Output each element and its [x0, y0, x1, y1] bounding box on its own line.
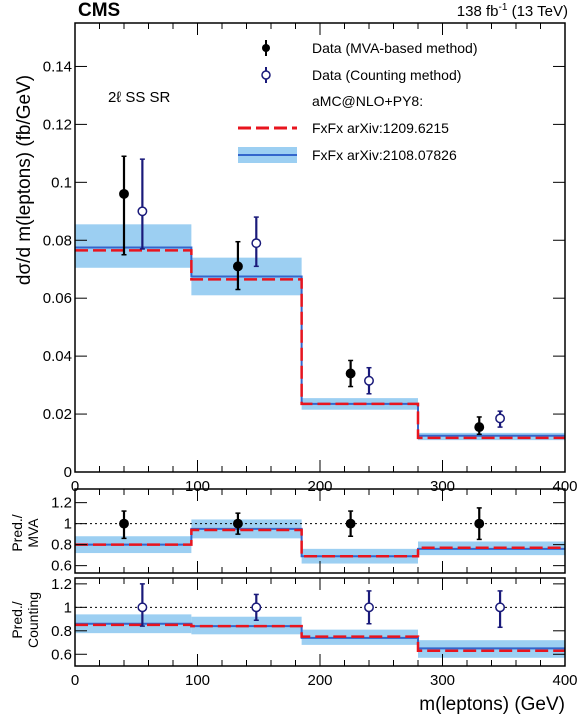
ratio-counting-y-title-line2: Counting — [25, 592, 41, 648]
energy-label: (13 TeV) — [507, 3, 568, 20]
main-mva-point-2 — [345, 368, 356, 379]
ratio-mva-y-tick-label-2: 1 — [64, 516, 72, 533]
main-x-tick-label-3: 300 — [430, 478, 455, 495]
ratio-counting-counting-point-0 — [137, 602, 148, 613]
ratio-counting-counting-point-1 — [251, 602, 262, 613]
ratio-counting-x-tick-label-3: 300 — [430, 672, 455, 689]
x-axis-title: m(leptons) (GeV) — [419, 694, 565, 715]
main-counting-point-1 — [251, 238, 262, 249]
ratio-counting-x-tick-label-1: 100 — [185, 672, 210, 689]
ratio-counting-x-tick-label-0: 0 — [71, 672, 79, 689]
ratio-counting-y-tick-label-0: 0.6 — [51, 646, 72, 663]
main-y-tick-label-1: 0.02 — [43, 406, 72, 423]
main-y-tick-label-0: 0 — [64, 464, 72, 481]
main-x-tick-label-4: 400 — [552, 478, 577, 495]
main-panel: 0 0.02 0.04 0.06 0.08 0.1 0.12 0.14 0 100 200 300 40… — [43, 22, 578, 495]
legend-mva-label: Data (MVA-based method) — [312, 40, 477, 56]
main-mva-point-3 — [474, 422, 485, 433]
main-red-step-line — [75, 249, 565, 440]
ratio-counting-x-tick-label-2: 200 — [307, 672, 332, 689]
main-mva-point-1 — [232, 261, 243, 272]
ratio-counting-x-tick-label-4: 400 — [552, 672, 577, 689]
luminosity-label: 138 fb-1 (13 TeV) — [457, 2, 568, 20]
main-x-tick-label-0: 0 — [71, 478, 79, 495]
main-y-tick-label-2: 0.04 — [43, 348, 72, 365]
ratio-mva-mva-point-1 — [232, 518, 243, 529]
ratio-mva-y-title-line1: Pred./ — [9, 514, 25, 551]
ratio-mva-y-tick-label-0: 0.6 — [51, 558, 72, 575]
ratio-mva-mva-point-0 — [119, 518, 129, 529]
legend-generator-header: aMC@NLO+PY8: — [312, 93, 423, 109]
ratio-counting-y-tick-label-3: 1.2 — [51, 576, 72, 593]
main-counting-point-0 — [137, 206, 148, 217]
ratio-mva-mva-point-3 — [474, 518, 485, 529]
legend-counting-marker — [261, 70, 271, 80]
ratio-panel-mva: 0.6 0.8 1 1.2 — [51, 488, 566, 575]
ratio-counting-y-tick-label-2: 1 — [64, 599, 72, 616]
main-band-bin-0 — [75, 224, 192, 268]
legend-counting-label: Data (Counting method) — [312, 67, 461, 83]
main-y-tick-label-3: 0.06 — [43, 290, 72, 307]
legend-mva-marker — [262, 44, 270, 52]
ratio-counting-counting-point-2 — [364, 602, 374, 613]
main-x-tick-label-1: 100 — [185, 478, 210, 495]
ratio-counting-y-title-line1: Pred./ — [9, 601, 25, 638]
main-counting-point-2 — [364, 375, 374, 386]
legend-red-label: FxFx arXiv:1209.6215 — [312, 120, 449, 136]
ratio-mva-red-step-line — [75, 528, 565, 558]
main-mva-point-0 — [119, 188, 129, 199]
luminosity-exponent: -1 — [499, 2, 508, 13]
legend-blue-label: FxFx arXiv:2108.07826 — [312, 147, 457, 163]
main-y-tick-label-4: 0.08 — [43, 232, 72, 249]
ratio-mva-y-title-line2: MVA — [25, 518, 41, 548]
main-y-tick-label-7: 0.14 — [43, 58, 72, 75]
ratio-mva-y-tick-label-3: 1.2 — [51, 495, 72, 512]
main-y-axis-title: dσ/d m(leptons) (fb/GeV) — [14, 75, 35, 285]
legend: Data (MVA-based method) Data (Counting m… — [238, 40, 477, 163]
region-label: 2ℓ SS SR — [108, 89, 171, 106]
luminosity-value: 138 fb — [457, 3, 499, 20]
ratio-panel-counting: 0.6 0.8 1 1.2 0 100 200 300 400 — [51, 576, 577, 689]
experiment-label: CMS — [78, 0, 120, 21]
main-y-tick-label-5: 0.1 — [51, 174, 72, 191]
ratio-mva-y-tick-label-1: 0.8 — [51, 537, 72, 554]
ratio-counting-red-step-line — [75, 623, 565, 652]
ratio-mva-mva-point-2 — [345, 518, 356, 529]
main-y-tick-label-6: 0.12 — [43, 116, 72, 133]
ratio-counting-counting-point-3 — [495, 602, 506, 613]
main-counting-point-3 — [495, 413, 506, 424]
main-x-tick-label-2: 200 — [307, 478, 332, 495]
ratio-counting-y-tick-label-1: 0.8 — [51, 623, 72, 640]
